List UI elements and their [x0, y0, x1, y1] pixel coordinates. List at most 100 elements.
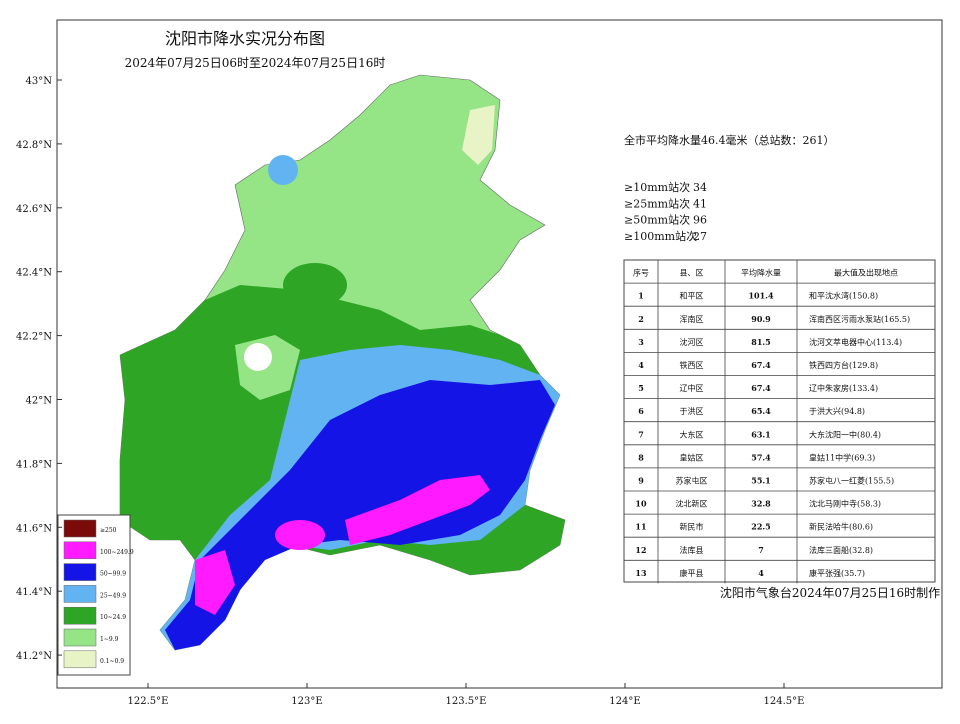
region-100-250 — [345, 475, 490, 545]
table-cell: 8 — [638, 452, 644, 462]
lat-tick-label: 42.8°N — [16, 140, 52, 151]
lat-tick-label: 41.4°N — [16, 587, 52, 598]
footer: 沈阳市气象台2024年07月25日16时制作 — [720, 585, 940, 600]
table-cell: 新民法哈牛(80.6) — [809, 522, 873, 532]
table-cell: 和平区 — [680, 292, 704, 301]
table-cell: 苏家屯八一红菱(155.5) — [809, 475, 894, 485]
table-cell: 沈北新区 — [676, 499, 708, 509]
table-cell: 沈河文萃电器中心(113.4) — [809, 337, 902, 347]
table-box — [623, 259, 936, 583]
count-label: ≥100mm站次 — [624, 229, 697, 243]
lat-tick-label: 42°N — [26, 396, 53, 407]
table-cell: 55.1 — [751, 475, 770, 485]
table-header: 最大值及出现地点 — [834, 268, 898, 278]
table-cell: 法库三面船(32.8) — [809, 545, 873, 555]
table-cell: 于洪区 — [680, 406, 704, 416]
table-cell: 浑南西区污雨水泵站(165.5) — [809, 314, 910, 324]
precip-map — [119, 74, 566, 651]
region-0-1 — [462, 105, 495, 165]
count-value: 27 — [693, 230, 707, 243]
count-value: 34 — [693, 181, 707, 194]
table-header: 县、区 — [680, 269, 704, 278]
table-cell: 辽中区 — [680, 383, 704, 393]
lat-tick-label: 43°N — [26, 76, 53, 87]
legend-swatch — [63, 519, 97, 538]
table-cell: 新民市 — [680, 522, 704, 532]
map-frame — [56, 19, 943, 689]
lon-tick-label: 124.5°E — [764, 696, 805, 707]
table-cell: 90.9 — [751, 314, 771, 324]
count-value: 96 — [693, 214, 707, 227]
region-100-250-w — [275, 520, 325, 550]
table-cell: 康平县 — [680, 568, 704, 578]
legend-label: ≥250 — [100, 527, 117, 534]
legend-label: 1~9.9 — [100, 636, 119, 643]
lat-tick-label: 42.2°N — [16, 332, 52, 343]
table-cell: 12 — [635, 545, 646, 555]
lat-tick-label: 41.2°N — [16, 651, 52, 662]
table-cell: 于洪大兴(94.8) — [809, 406, 865, 416]
legend-swatch — [63, 628, 97, 647]
legend-swatch — [63, 606, 97, 625]
legend-label: 100~249.9 — [100, 549, 134, 556]
lon-tick-label: 122.5°E — [128, 696, 169, 707]
legend-label: 50~99.9 — [100, 571, 126, 578]
table-cell: 67.4 — [751, 360, 771, 370]
table-cell: 苏家屯区 — [676, 475, 708, 485]
region-100-250-s — [195, 550, 235, 615]
table-cell: 5 — [638, 383, 644, 393]
count-label: ≥25mm站次 — [624, 196, 690, 210]
region-10-25-north — [283, 263, 347, 307]
table-cell: 康平张强(35.7) — [809, 568, 865, 578]
table-cell: 81.5 — [751, 337, 770, 347]
lat-tick-label: 42.4°N — [16, 268, 52, 279]
table-cell: 7 — [758, 545, 764, 555]
table-cell: 浑南区 — [680, 314, 704, 324]
legend-swatch — [63, 563, 97, 581]
table-cell: 沈河区 — [680, 337, 704, 347]
table-cell: 大东沈阳一中(80.4) — [809, 429, 881, 439]
table-cell: 3 — [638, 337, 644, 347]
table-cell: 65.4 — [751, 406, 771, 416]
legend-label: 10~24.9 — [100, 614, 126, 621]
table-header: 平均降水量 — [741, 268, 781, 278]
title: 沈阳市降水实况分布图 — [165, 29, 325, 48]
table-cell: 沈北马刚中寺(58.3) — [809, 499, 881, 509]
lat-tick-label: 41.6°N — [16, 523, 52, 534]
table-cell: 和平沈水湾(150.8) — [809, 291, 878, 301]
table-cell: 67.4 — [751, 383, 771, 393]
table-cell: 7 — [638, 429, 644, 439]
count-label: ≥50mm站次 — [624, 213, 690, 227]
table-cell: 2 — [638, 314, 644, 324]
table-cell: 101.4 — [748, 291, 773, 301]
lon-tick-label: 123°E — [291, 696, 322, 707]
legend-swatch — [63, 650, 97, 669]
count-label: ≥10mm站次 — [624, 180, 690, 194]
table-cell: 铁西区 — [680, 360, 704, 370]
legend-swatch — [63, 585, 97, 603]
table-cell: 9 — [638, 475, 644, 485]
legend-label: 0.1~0.9 — [100, 658, 124, 665]
subtitle: 2024年07月25日06时至2024年07月25日16时 — [125, 56, 386, 70]
table-cell: 4 — [758, 568, 764, 578]
region-1-10-spot — [244, 343, 272, 371]
table-cell: 22.5 — [751, 522, 770, 532]
table-cell: 32.8 — [751, 499, 771, 509]
lat-tick-label: 42.6°N — [16, 204, 52, 215]
table-cell: 辽中朱家房(133.4) — [809, 383, 878, 393]
table-cell: 10 — [635, 499, 647, 509]
legend-swatch — [63, 541, 97, 560]
table-cell: 13 — [635, 568, 647, 578]
table-cell: 63.1 — [751, 429, 770, 439]
table-cell: 4 — [638, 360, 644, 370]
table-cell: 11 — [635, 522, 646, 532]
count-value: 41 — [693, 197, 707, 210]
table-cell: 铁西四方台(129.8) — [809, 360, 878, 370]
table-cell: 6 — [638, 406, 644, 416]
lat-tick-label: 41.8°N — [16, 459, 52, 470]
summary-total: 全市平均降水量46.4毫米（总站数：261） — [624, 133, 835, 147]
lon-tick-label: 123.5°E — [446, 696, 487, 707]
region-25-50-n — [268, 155, 298, 185]
table-cell: 1 — [638, 291, 644, 301]
